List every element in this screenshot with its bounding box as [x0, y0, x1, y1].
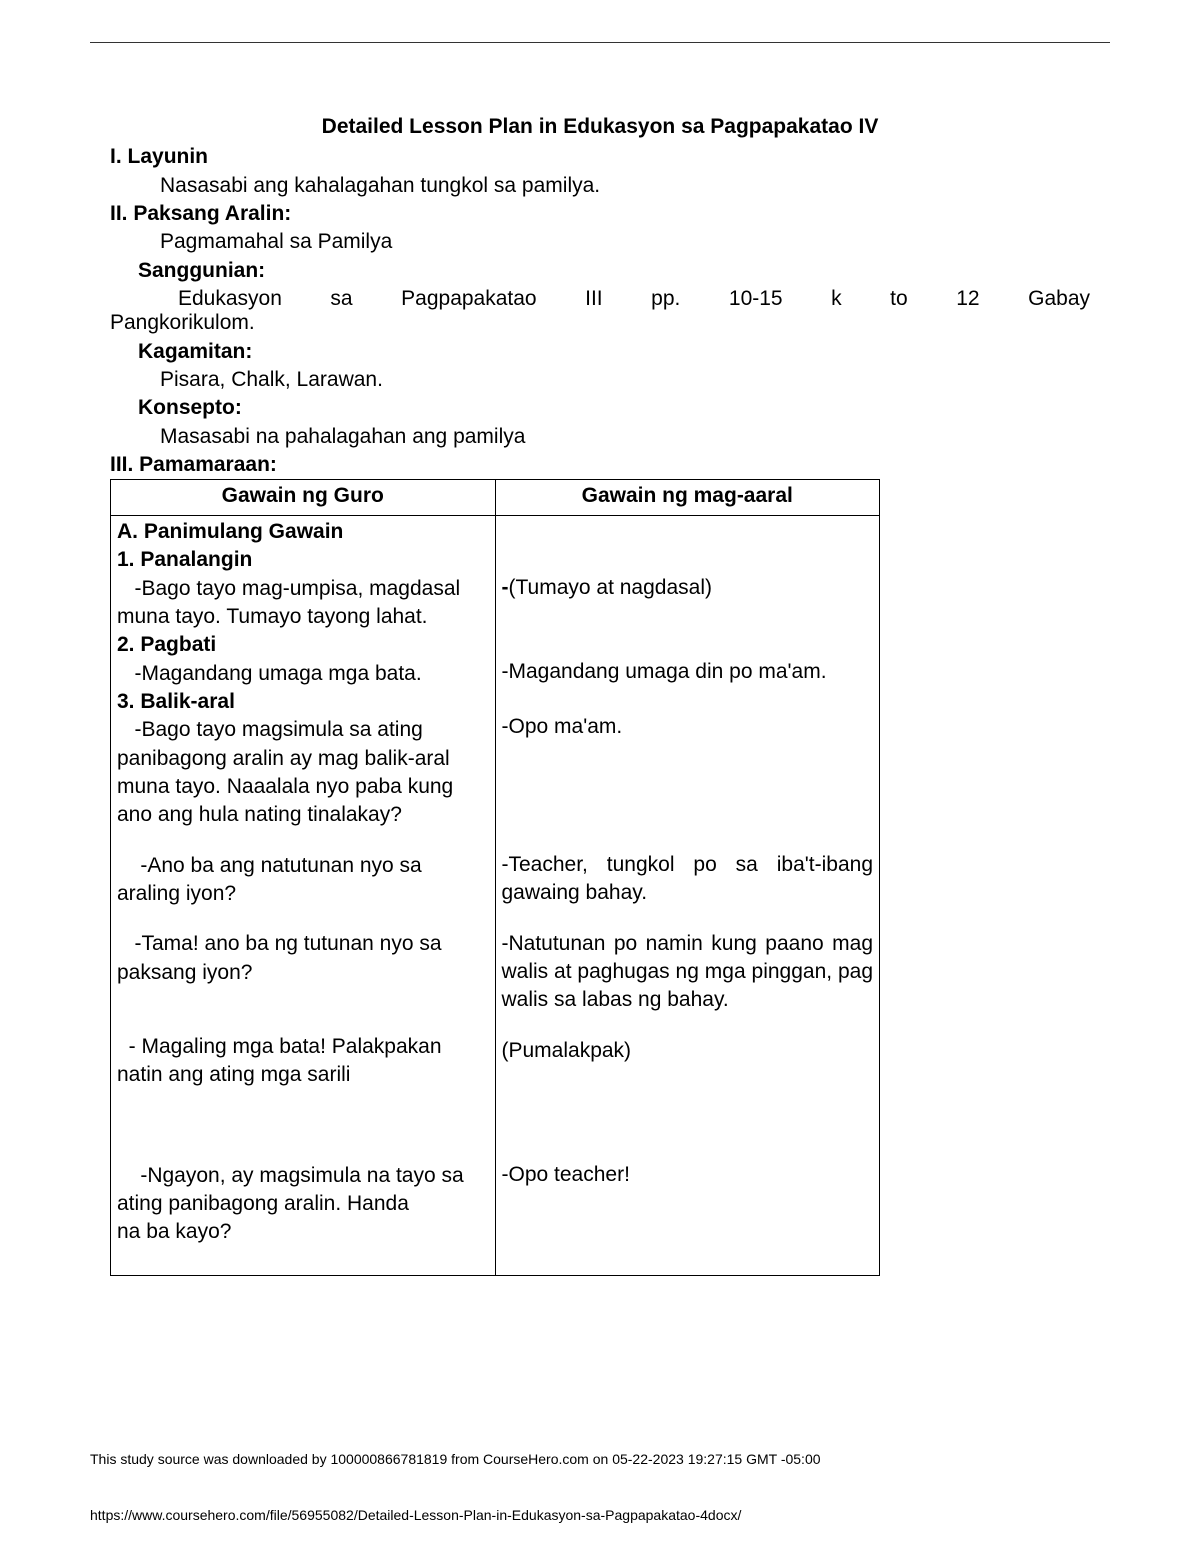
header-guro: Gawain ng Guro [111, 480, 496, 515]
balikaral-text4: - Magaling mga bata! Palakpakan natin an… [117, 1033, 489, 1090]
balikaral-label: 3. Balik-aral [117, 688, 489, 716]
resp-1-dash: - [502, 576, 509, 599]
section-paksang-label: II. Paksang Aralin: [110, 200, 1090, 228]
document-content: Detailed Lesson Plan in Edukasyon sa Pag… [90, 113, 1110, 1276]
balikaral-text5b: na ba kayo? [117, 1218, 489, 1246]
section-sanggunian-label: Sanggunian: [110, 257, 1090, 285]
section-kagamitan-text: Pisara, Chalk, Larawan. [110, 366, 1090, 394]
resp-5: -Natutunan po namin kung paano mag walis… [502, 930, 874, 1015]
table-header-row: Gawain ng Guro Gawain ng mag-aaral [111, 480, 880, 515]
section-sanggunian-text: Edukasyon sa Pagpapakatao III pp. 10-15 … [110, 285, 1090, 313]
balikaral-text5: -Ngayon, ay magsimula na tayo sa ating p… [117, 1162, 489, 1219]
section-pamamaraan-label: III. Pamamaraan: [110, 451, 1090, 479]
pagbati-text: -Magandang umaga mga bata. [117, 660, 489, 688]
resp-2: -Magandang umaga din po ma'am. [502, 658, 874, 686]
resp-1-text: (Tumayo at nagdasal) [509, 576, 713, 599]
cell-guro: A. Panimulang Gawain 1. Panalangin -Bago… [111, 515, 496, 1275]
balikaral-text1: -Bago tayo magsimula sa ating panibagong… [117, 716, 489, 829]
top-rule [90, 42, 1110, 43]
balikaral-text2: -Ano ba ang natutunan nyo sa araling iyo… [117, 852, 489, 909]
section-layunin-text: Nasasabi ang kahalagahan tungkol sa pami… [110, 172, 1090, 200]
resp-1: -(Tumayo at nagdasal) [502, 574, 874, 602]
section-konsepto-text: Masasabi na pahalagahan ang pamilya [110, 423, 1090, 451]
page-title: Detailed Lesson Plan in Edukasyon sa Pag… [110, 113, 1090, 141]
procedure-table: Gawain ng Guro Gawain ng mag-aaral A. Pa… [110, 479, 880, 1275]
resp-3: -Opo ma'am. [502, 713, 874, 741]
section-kagamitan-label: Kagamitan: [110, 338, 1090, 366]
resp-7: -Opo teacher! [502, 1161, 874, 1189]
panalangin-label: 1. Panalangin [117, 546, 489, 574]
balikaral-text3: -Tama! ano ba ng tutunan nyo sa paksang … [117, 930, 489, 987]
section-paksang-text: Pagmamahal sa Pamilya [110, 228, 1090, 256]
footer-url: https://www.coursehero.com/file/56955082… [90, 1507, 741, 1523]
section-layunin-label: I. Layunin [110, 143, 1090, 171]
cell-magaaral: -(Tumayo at nagdasal) -Magandang umaga d… [495, 515, 880, 1275]
section-konsepto-label: Konsepto: [110, 394, 1090, 422]
document-page: Detailed Lesson Plan in Edukasyon sa Pag… [0, 0, 1200, 1553]
table-body-row: A. Panimulang Gawain 1. Panalangin -Bago… [111, 515, 880, 1275]
resp-6: (Pumalakpak) [502, 1037, 874, 1065]
footer-download-info: This study source was downloaded by 1000… [90, 1451, 821, 1467]
panalangin-text: -Bago tayo mag-umpisa, magdasal muna tay… [117, 575, 489, 632]
header-magaaral: Gawain ng mag-aaral [495, 480, 880, 515]
resp-4: -Teacher, tungkol po sa iba't-ibang gawa… [502, 851, 874, 908]
pagbati-label: 2. Pagbati [117, 631, 489, 659]
panimulang-label: A. Panimulang Gawain [117, 518, 489, 546]
